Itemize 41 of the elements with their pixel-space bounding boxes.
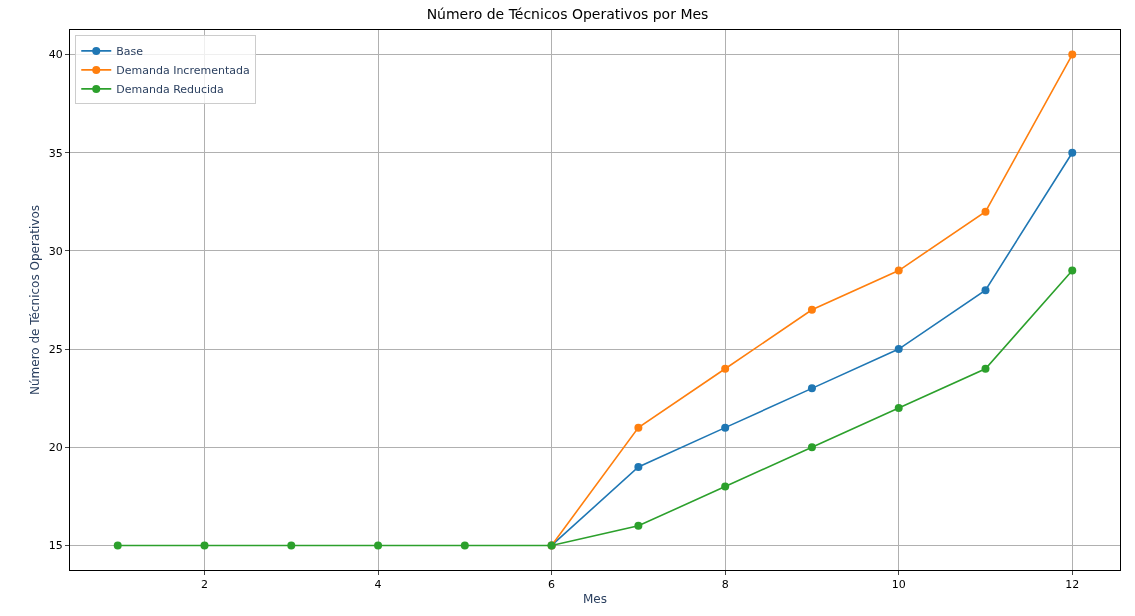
point <box>981 364 990 373</box>
y-axis-title: Número de Técnicos Operativos <box>28 205 43 395</box>
point <box>721 364 730 373</box>
point <box>1068 148 1077 157</box>
x-tick-label: 2 <box>201 578 208 592</box>
point <box>894 345 903 354</box>
point <box>200 541 209 550</box>
point <box>807 443 816 452</box>
x-tick-label: 10 <box>891 578 906 592</box>
point <box>113 541 122 550</box>
legend-label: Base <box>116 45 144 59</box>
point <box>721 482 730 491</box>
point <box>634 462 643 471</box>
y-tick-label: 20 <box>48 441 63 455</box>
legend-label: Demanda Incrementada <box>116 64 250 78</box>
chart-title: Número de Técnicos Operativos por Mes <box>426 6 709 23</box>
x-tick-label: 6 <box>548 578 556 592</box>
x-tick-label: 12 <box>1065 578 1080 592</box>
y-tick-label: 35 <box>48 146 63 160</box>
point <box>460 541 469 550</box>
point <box>1068 50 1077 59</box>
x-tick-label: 8 <box>721 578 729 592</box>
y-tick-label: 25 <box>48 342 63 356</box>
point <box>981 286 990 295</box>
point <box>894 404 903 412</box>
point <box>807 384 816 393</box>
y-tick-label: 40 <box>48 48 63 62</box>
y-tick-label: 30 <box>48 244 63 258</box>
point <box>981 207 990 216</box>
x-tick-label: 4 <box>374 578 382 592</box>
y-tick-label: 15 <box>48 539 63 553</box>
point <box>807 305 816 314</box>
point <box>1068 266 1077 275</box>
point <box>894 266 903 275</box>
x-axis-title: Mes <box>583 592 607 607</box>
point <box>374 541 383 550</box>
point <box>634 521 643 530</box>
legend-label: Demanda Reducida <box>116 83 224 97</box>
point <box>721 423 730 432</box>
point <box>287 541 296 550</box>
point <box>634 423 643 432</box>
